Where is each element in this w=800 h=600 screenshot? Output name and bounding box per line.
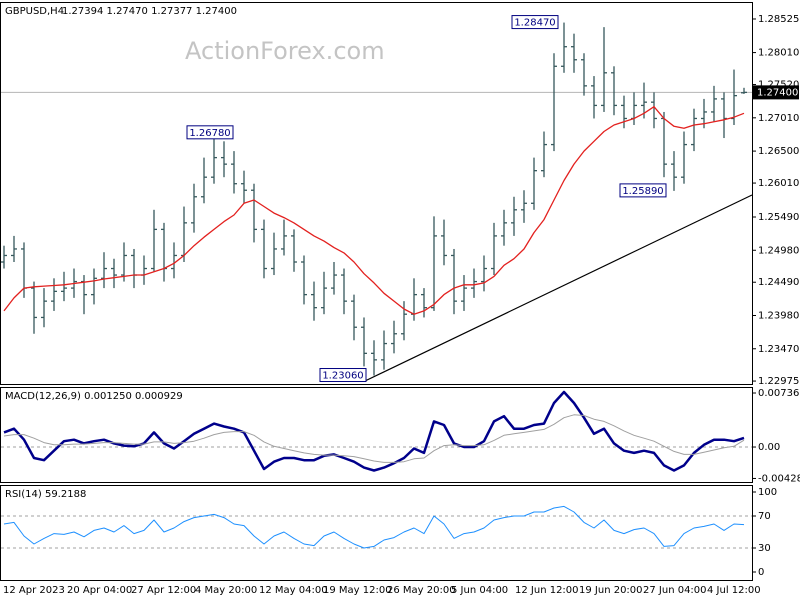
symbol: GBPUSD,H4 <box>5 6 64 17</box>
price-annotation-box <box>619 183 667 198</box>
price-annotation-box <box>511 15 559 30</box>
x-tick-label: 20 Apr 04:00 <box>67 585 132 596</box>
price-annotation: 1.26780 <box>189 128 230 139</box>
x-tick-label: 12 Jun 12:00 <box>515 585 579 596</box>
y-tick-label: -0.004286 <box>758 473 800 484</box>
y-tick-label: 1.26500 <box>758 146 799 157</box>
price-panel <box>0 2 753 385</box>
x-tick-label: 19 May 12:00 <box>323 585 392 596</box>
y-tick-label: 1.27520 <box>758 80 799 91</box>
y-tick-label: 1.24980 <box>758 245 799 256</box>
x-tick-label: 26 May 20:00 <box>387 585 456 596</box>
y-tick-label: 1.24490 <box>758 277 799 288</box>
price-annotation-box <box>319 368 367 383</box>
moving-average <box>3 106 745 315</box>
y-tick-label: 30 <box>758 543 771 554</box>
x-tick-label: 27 Apr 12:00 <box>131 585 196 596</box>
y-tick-label: 1.23980 <box>758 310 799 321</box>
y-tick-label: 0.007366 <box>758 388 800 399</box>
y-tick-label: 70 <box>758 511 771 522</box>
y-tick-label: 1.25490 <box>758 212 799 223</box>
x-tick-label: 4 Jul 12:00 <box>707 585 761 596</box>
watermark: ActionForex.com <box>185 37 385 65</box>
y-tick-label: 1.28010 <box>758 48 799 59</box>
x-tick-label: 12 May 04:00 <box>259 585 328 596</box>
y-tick-label: 1.23470 <box>758 344 799 355</box>
y-tick-label: 1.26010 <box>758 178 799 189</box>
y-tick-label: 0.00 <box>758 442 780 453</box>
x-tick-label: 27 Jun 04:00 <box>643 585 707 596</box>
current-price-label: 1.27400 <box>757 87 798 98</box>
trend-line <box>364 194 753 382</box>
y-tick-label: 1.22975 <box>758 376 799 387</box>
y-tick-label: 1.27010 <box>758 113 799 124</box>
y-tick-label: 0 <box>758 567 764 578</box>
price-annotation: 1.23060 <box>322 371 363 382</box>
macd-title: MACD(12,26,9) 0.001250 0.000929 <box>5 391 183 402</box>
y-tick-label: 1.28525 <box>758 14 799 25</box>
ohlc-readout: 1.27394 1.27470 1.27377 1.27400 <box>62 6 237 17</box>
macd-panel <box>0 387 753 483</box>
price-annotation: 1.28470 <box>514 18 555 29</box>
series-line <box>3 414 745 463</box>
rsi-title: RSI(14) 59.2188 <box>5 489 86 500</box>
x-tick-label: 4 May 20:00 <box>195 585 257 596</box>
x-tick-label: 19 Jun 20:00 <box>579 585 643 596</box>
x-tick-label: 5 Jun 04:00 <box>451 585 508 596</box>
current-price-box <box>753 85 799 100</box>
rsi-panel <box>0 485 753 581</box>
price-annotation-box <box>186 125 234 140</box>
series-line <box>3 390 745 472</box>
price-annotation: 1.25890 <box>622 186 663 197</box>
series-line <box>3 505 745 549</box>
x-tick-label: 12 Apr 2023 <box>3 585 65 596</box>
y-tick-label: 100 <box>758 487 777 498</box>
